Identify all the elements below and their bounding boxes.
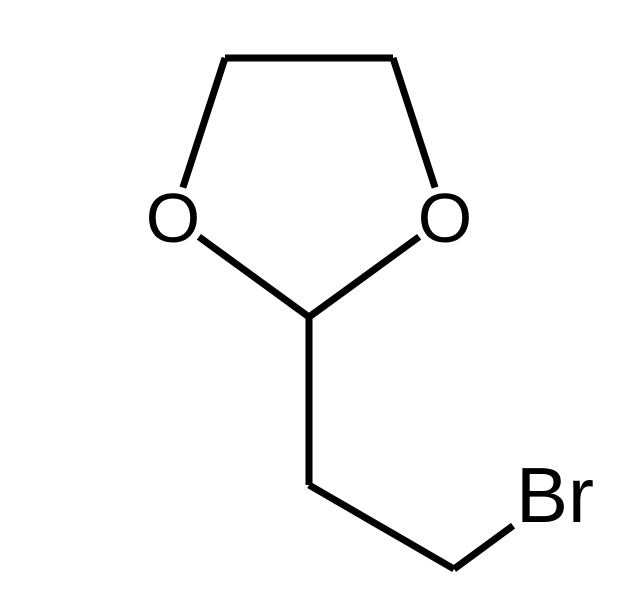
bond [309, 237, 419, 317]
atom-label-o: O [146, 179, 200, 257]
bond [199, 237, 309, 317]
bond [393, 58, 435, 188]
atom-label-o: O [418, 179, 472, 257]
bond [454, 526, 513, 569]
atom-label-br: Br [516, 451, 594, 539]
bond [309, 485, 454, 569]
bond [183, 58, 225, 188]
molecule-structure: O O Br [0, 0, 640, 611]
